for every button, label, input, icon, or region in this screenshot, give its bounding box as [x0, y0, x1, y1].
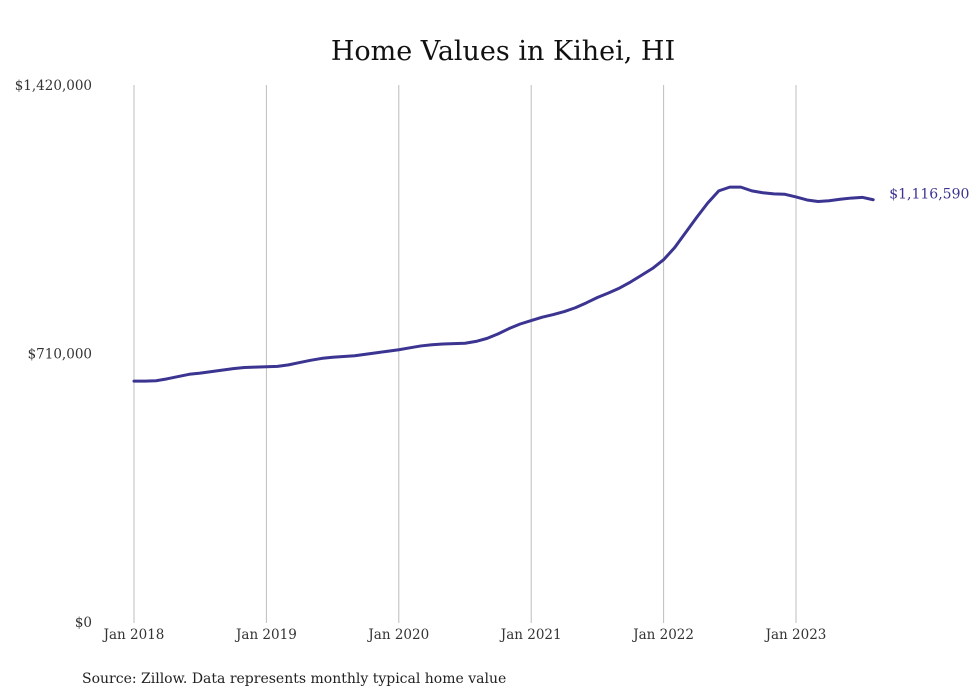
- y-tick-label: $710,000: [28, 347, 92, 363]
- x-tick-label: Jan 2018: [102, 627, 165, 643]
- series-line-home-value: [132, 185, 875, 383]
- x-axis-ticks: Jan 2018 Jan 2019 Jan 2020 Jan 2021 Jan 2022…: [102, 627, 827, 643]
- y-axis-ticks: $0 $710,000 $1,420,000: [15, 78, 92, 631]
- last-value-label: $1,116,590: [889, 187, 969, 203]
- x-tick-label: Jan 2021: [499, 627, 562, 643]
- x-tick-label: Jan 2020: [366, 627, 429, 643]
- chart-title: Home Values in Kihei, HI: [331, 36, 675, 67]
- x-tick-label: Jan 2019: [234, 627, 297, 643]
- x-tick-label: Jan 2023: [764, 627, 827, 643]
- gridlines: [133, 85, 797, 623]
- source-note: Source: Zillow. Data represents monthly …: [82, 671, 506, 687]
- y-tick-label: $0: [75, 615, 92, 631]
- x-tick-label: Jan 2022: [631, 627, 694, 643]
- y-tick-label: $1,420,000: [15, 78, 92, 94]
